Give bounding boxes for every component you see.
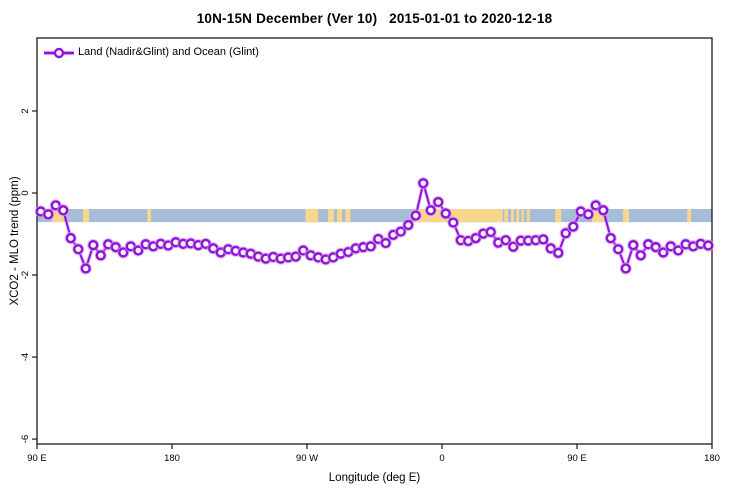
legend-label: Land (Nadir&Glint) and Ocean (Glint) [78, 46, 259, 58]
data-points [34, 177, 715, 275]
svg-text:2: 2 [20, 108, 31, 113]
y-axis-ticks: 2 0 -2 -4 -6 [20, 108, 37, 443]
svg-text:0: 0 [20, 190, 31, 195]
svg-text:180: 180 [704, 453, 720, 464]
svg-text:-6: -6 [20, 435, 31, 443]
svg-text:90 E: 90 E [567, 453, 587, 464]
x-axis-ticks: 90 E 180 90 W 0 90 E 180 [27, 444, 720, 464]
svg-text:90 E: 90 E [27, 453, 47, 464]
svg-text:90 W: 90 W [296, 453, 318, 464]
svg-text:-2: -2 [20, 271, 31, 279]
svg-text:-4: -4 [20, 353, 31, 361]
svg-text:0: 0 [439, 453, 444, 464]
land-patches [52, 209, 691, 223]
chart-title: 10N-15N December (Ver 10) 2015-01-01 to … [196, 11, 553, 26]
x-axis-title: Longitude (deg E) [328, 472, 421, 484]
y-axis-title: XCO2 - MLO trend (ppm) [9, 176, 21, 306]
ocean-strip [37, 209, 712, 223]
legend-marker-icon [44, 47, 74, 59]
svg-text:180: 180 [164, 453, 180, 464]
